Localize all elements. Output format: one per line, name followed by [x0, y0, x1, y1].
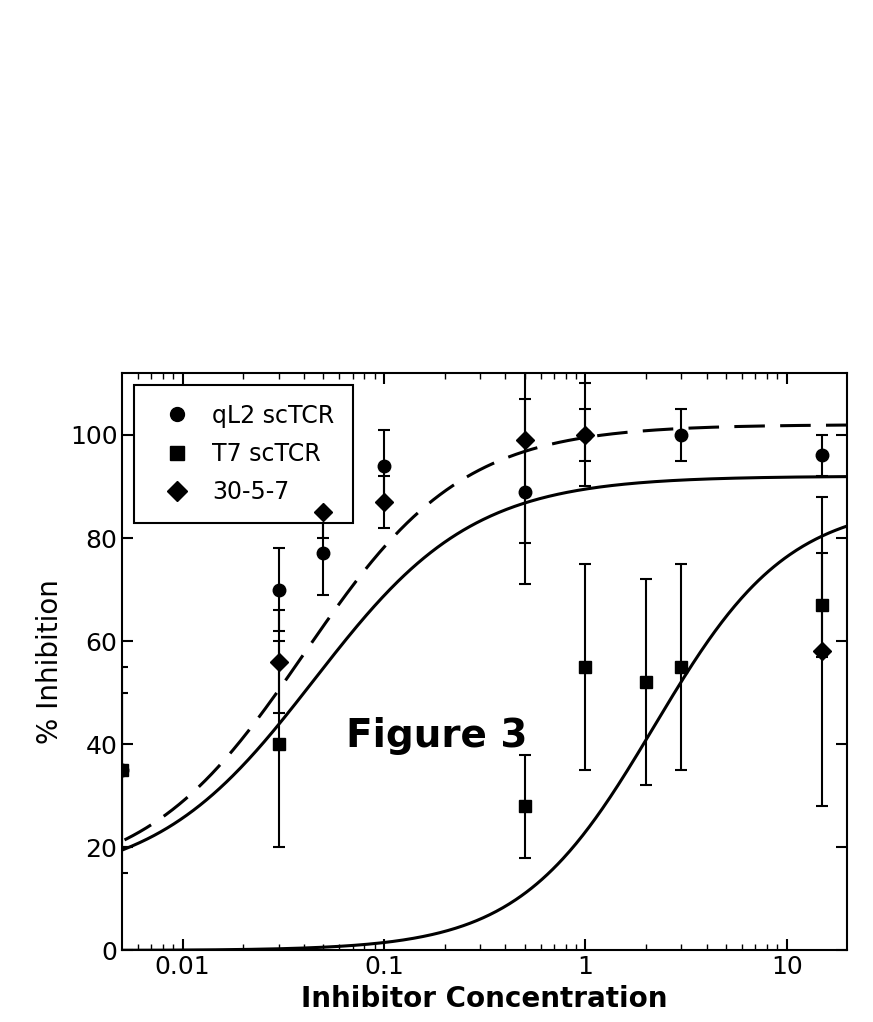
X-axis label: Inhibitor Concentration: Inhibitor Concentration [301, 985, 668, 1013]
Y-axis label: % Inhibition: % Inhibition [36, 579, 65, 744]
Text: Figure 3: Figure 3 [346, 716, 527, 755]
Legend: qL2 scTCR, T7 scTCR, 30-5-7: qL2 scTCR, T7 scTCR, 30-5-7 [134, 385, 353, 523]
